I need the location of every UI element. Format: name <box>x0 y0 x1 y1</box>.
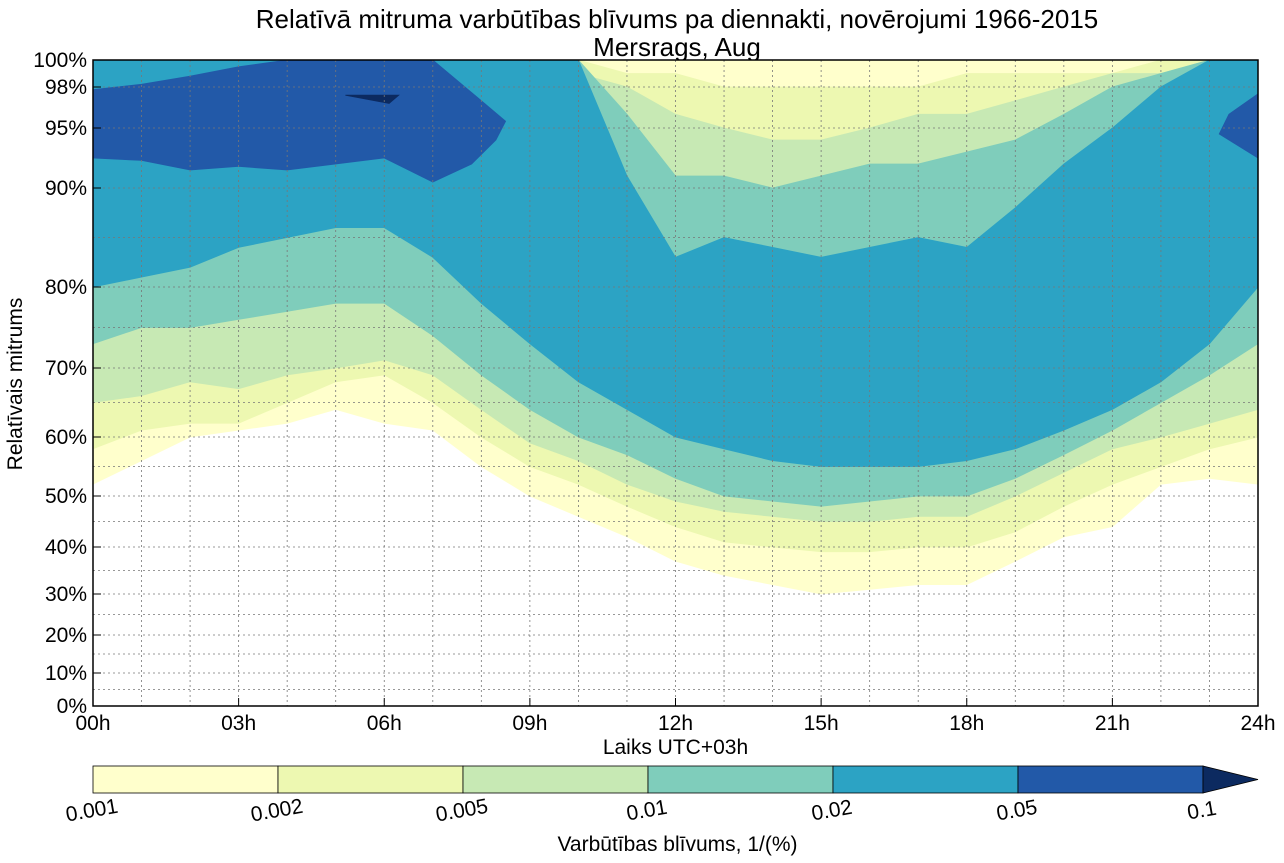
x-tick-label: 24h <box>1240 712 1275 735</box>
y-tick-label: 80% <box>45 276 87 299</box>
colorbar-segment <box>462 765 649 794</box>
y-tick-label: 10% <box>45 662 87 685</box>
colorbar-tick-label: 0.002 <box>249 795 305 827</box>
colorbar-tick-label: 0.1 <box>1185 797 1218 825</box>
colorbar-segment <box>92 765 279 794</box>
x-axis-label: Laiks UTC+03h <box>603 736 748 759</box>
x-tick-label: 18h <box>949 712 984 735</box>
y-tick-label: 98% <box>45 76 87 99</box>
colorbar-segment <box>832 765 1019 794</box>
colorbar-tick-label: 0.001 <box>64 795 120 827</box>
colorbar-segment <box>277 765 464 794</box>
colorbar-tick-label: 0.005 <box>434 795 490 827</box>
colorbar-tick-label: 0.01 <box>625 796 669 826</box>
x-tick-label: 06h <box>367 712 402 735</box>
x-axis-ticks: 00h 03h 06h 09h 12h 15h 18h 21h 24h <box>75 698 1276 735</box>
y-axis-label: Relatīvais mitrums <box>4 298 27 471</box>
x-tick-label: 15h <box>804 712 839 735</box>
band-0.1 <box>345 94 400 104</box>
y-tick-label: 95% <box>45 117 87 140</box>
y-tick-label: 40% <box>45 536 87 559</box>
x-tick-label: 09h <box>512 712 547 735</box>
x-tick-label: 21h <box>1095 712 1130 735</box>
colorbar-tick-label: 0.05 <box>995 796 1039 826</box>
x-tick-label: 03h <box>221 712 256 735</box>
chart-subtitle: Mersrags, Aug <box>593 32 761 62</box>
chart-title: Relatīvā mitruma varbūtības blīvums pa d… <box>255 4 1099 34</box>
y-tick-label: 100% <box>33 49 87 72</box>
colorbar-segment <box>1017 765 1204 794</box>
x-tick-label: 12h <box>658 712 693 735</box>
colorbar: 0.001 0.002 0.005 0.01 0.02 0.05 0.1 <box>64 765 1259 827</box>
colorbar-extend-arrow <box>1202 765 1259 794</box>
y-tick-label: 50% <box>45 485 87 508</box>
colorbar-tick-label: 0.02 <box>810 796 854 826</box>
y-tick-label: 0% <box>57 695 87 718</box>
band-0.05 <box>92 59 507 183</box>
y-tick-label: 90% <box>45 177 87 200</box>
x-tick-label: 00h <box>75 712 110 735</box>
y-tick-label: 20% <box>45 624 87 647</box>
colorbar-label: Varbūtības blīvums, 1/(%) <box>557 833 797 856</box>
colorbar-segment <box>647 765 834 794</box>
y-tick-label: 70% <box>45 357 87 380</box>
y-tick-label: 60% <box>45 426 87 449</box>
y-axis-ticks: 0% 10% 20% 30% 40% 50% 60% 70% 80% 90% 95% 98% 100% <box>33 49 101 718</box>
y-tick-label: 30% <box>45 583 87 606</box>
